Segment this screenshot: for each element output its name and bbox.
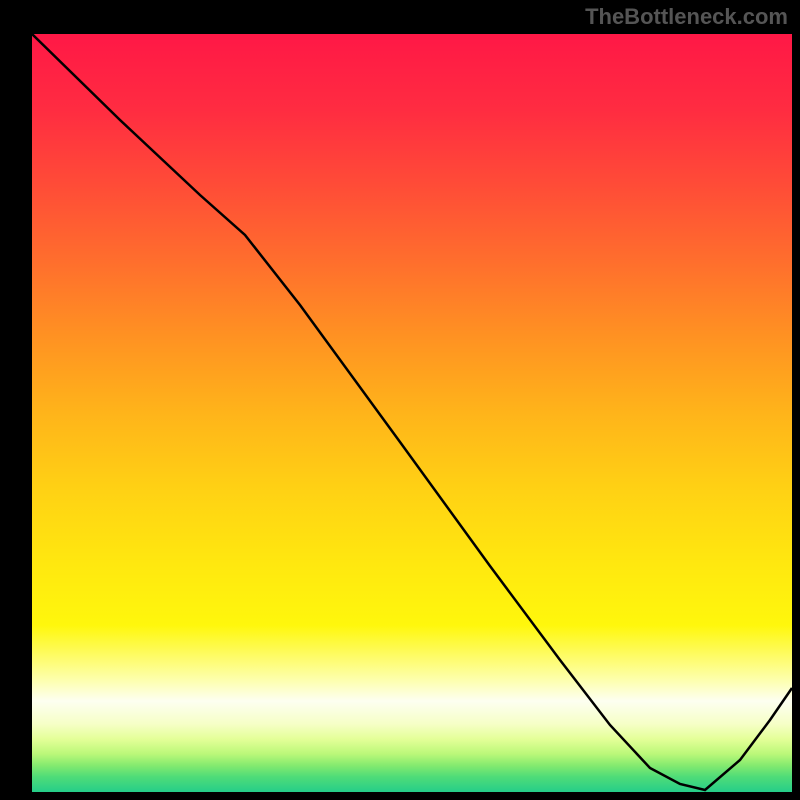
chart-container: TheBottleneck.com bbox=[0, 0, 800, 800]
bottleneck-chart bbox=[0, 0, 800, 800]
watermark-text: TheBottleneck.com bbox=[585, 4, 788, 30]
plot-background-gradient bbox=[32, 34, 792, 792]
